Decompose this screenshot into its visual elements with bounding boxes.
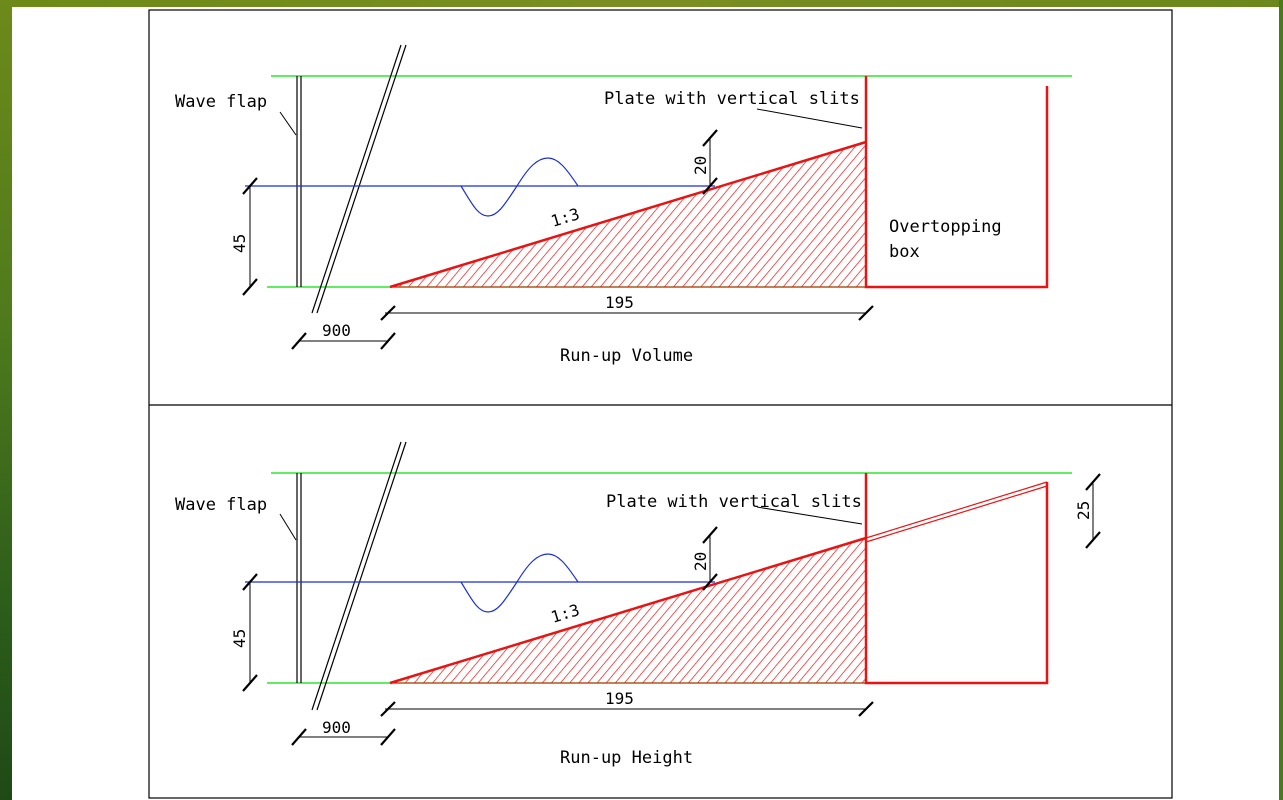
slope-extension-a	[865, 481, 1048, 539]
background-top-band	[0, 0, 1283, 7]
depth-dim-label: 45	[230, 234, 249, 253]
depth-dim-tick-top	[242, 177, 258, 195]
crest-dim-tick-bottom	[702, 177, 718, 195]
plate-leader	[756, 506, 863, 525]
break-line-b	[316, 441, 407, 711]
extra-dim-label: 25	[1074, 501, 1093, 520]
depth-dim-tick-top	[242, 573, 258, 591]
extra-dim-tick-bottom	[1085, 531, 1101, 549]
distance-dim-tick-right	[380, 332, 396, 350]
distance-dim-label: 900	[322, 321, 351, 340]
caption-run-up-volume: Run-up Volume	[560, 346, 693, 366]
background-right-band	[1279, 0, 1283, 800]
slope-surface	[389, 140, 867, 289]
caption-run-up-height: Run-up Height	[560, 748, 693, 768]
wave-flap-label: Wave flap	[175, 92, 267, 112]
length-dim-tick-right	[858, 701, 874, 717]
panel-run-up-height: Wave flap Plate with vertical slits 45 2…	[175, 441, 1101, 768]
wave-sinusoid	[460, 553, 579, 613]
box-label-line1: Overtopping	[889, 217, 1002, 237]
wave-flap-leader	[279, 513, 297, 541]
length-dim-label: 195	[605, 689, 634, 708]
overtopping-box	[864, 473, 1049, 685]
background-left-band	[0, 0, 12, 800]
break-line-a	[311, 44, 402, 314]
extra-dim-tick-top	[1085, 473, 1101, 491]
wave-flap-leader	[279, 111, 297, 136]
depth-dim-tick-bottom	[242, 278, 258, 296]
crest-dim-label: 20	[691, 552, 710, 571]
depth-dim-label: 45	[230, 629, 249, 648]
slope-extension-b	[865, 485, 1048, 543]
plate-label: Plate with vertical slits	[604, 89, 860, 109]
distance-dim-label: 900	[322, 718, 351, 737]
slope-surface	[389, 536, 867, 685]
crest-dim-tick-top	[702, 526, 718, 544]
wave-flap-label: Wave flap	[175, 495, 267, 515]
wave-sinusoid	[460, 157, 579, 217]
distance-dim-tick-right	[380, 728, 396, 746]
crest-dim-tick-bottom	[702, 573, 718, 591]
overtopping-box	[864, 76, 1049, 289]
crest-dim-label: 20	[691, 156, 710, 175]
depth-dim-tick-bottom	[242, 674, 258, 692]
break-line-a	[311, 441, 402, 711]
plate-label: Plate with vertical slits	[606, 492, 862, 512]
break-line-b	[316, 44, 407, 314]
distance-dim-tick-left	[291, 728, 307, 746]
distance-dim-tick-left	[291, 332, 307, 350]
length-dim-tick-left	[380, 305, 396, 321]
length-dim-label: 195	[605, 293, 634, 312]
box-label-line2: box	[889, 242, 920, 262]
plate-leader	[756, 108, 863, 129]
panel-run-up-volume: Wave flap Plate with vertical slits Over…	[175, 44, 1072, 366]
crest-dim-tick-top	[702, 129, 718, 147]
length-dim-tick-right	[858, 305, 874, 321]
length-dim-tick-left	[380, 701, 396, 717]
